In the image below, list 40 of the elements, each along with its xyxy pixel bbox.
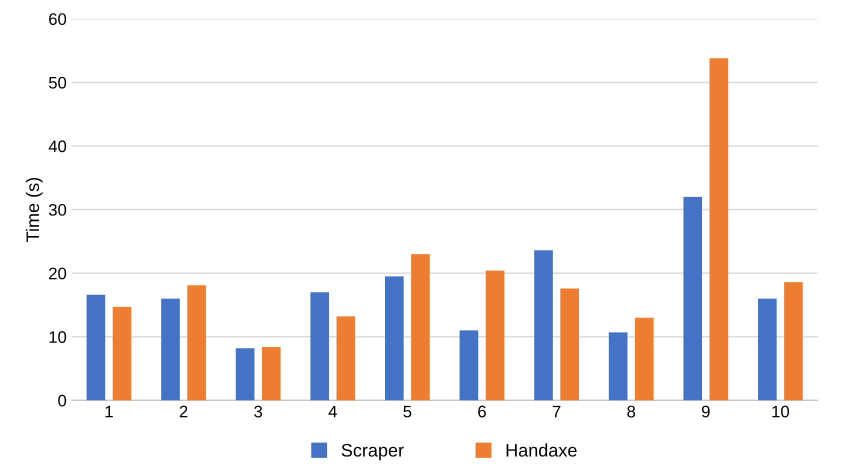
- bar: [710, 58, 728, 400]
- bar: [634, 318, 654, 400]
- bar: [683, 196, 702, 400]
- y-tick-label: 10: [50, 331, 66, 343]
- y-axis-title: Time (s): [26, 178, 43, 242]
- y-tick-label: 20: [49, 268, 66, 280]
- x-tick-label: 1: [106, 406, 113, 418]
- y-tick-label: 60: [49, 13, 66, 26]
- bar: [161, 298, 180, 400]
- bar: [336, 316, 356, 400]
- y-tick-label: 40: [48, 140, 66, 152]
- y-tick-label: 0: [58, 394, 66, 407]
- bar: [86, 294, 106, 400]
- bar: [486, 270, 504, 400]
- x-tick-label: 5: [403, 406, 412, 418]
- x-tick-label: 4: [328, 406, 337, 418]
- bar: [560, 288, 579, 400]
- x-tick-label: 7: [552, 406, 560, 418]
- bar: [236, 348, 254, 400]
- legend-label: Handaxe: [506, 443, 577, 457]
- bar: [112, 306, 132, 400]
- bar: [758, 298, 777, 400]
- bar: [411, 254, 430, 400]
- x-tick-label: 3: [254, 406, 262, 418]
- bar: [608, 332, 628, 400]
- x-tick-label: 9: [702, 406, 710, 418]
- x-tick-label: 6: [478, 406, 486, 418]
- y-tick-label: 50: [48, 76, 66, 89]
- bar: [385, 276, 404, 400]
- bar: [784, 282, 803, 400]
- y-tick-label: 30: [48, 204, 66, 216]
- bar: [310, 292, 330, 400]
- x-tick-label: 10: [772, 406, 790, 418]
- bar: [534, 250, 553, 400]
- x-tick-label: 8: [627, 406, 636, 418]
- x-tick-label: 2: [180, 406, 188, 418]
- bar: [187, 285, 206, 400]
- legend-label: Scraper: [342, 444, 404, 460]
- bar: [262, 346, 281, 400]
- bar: [460, 330, 478, 400]
